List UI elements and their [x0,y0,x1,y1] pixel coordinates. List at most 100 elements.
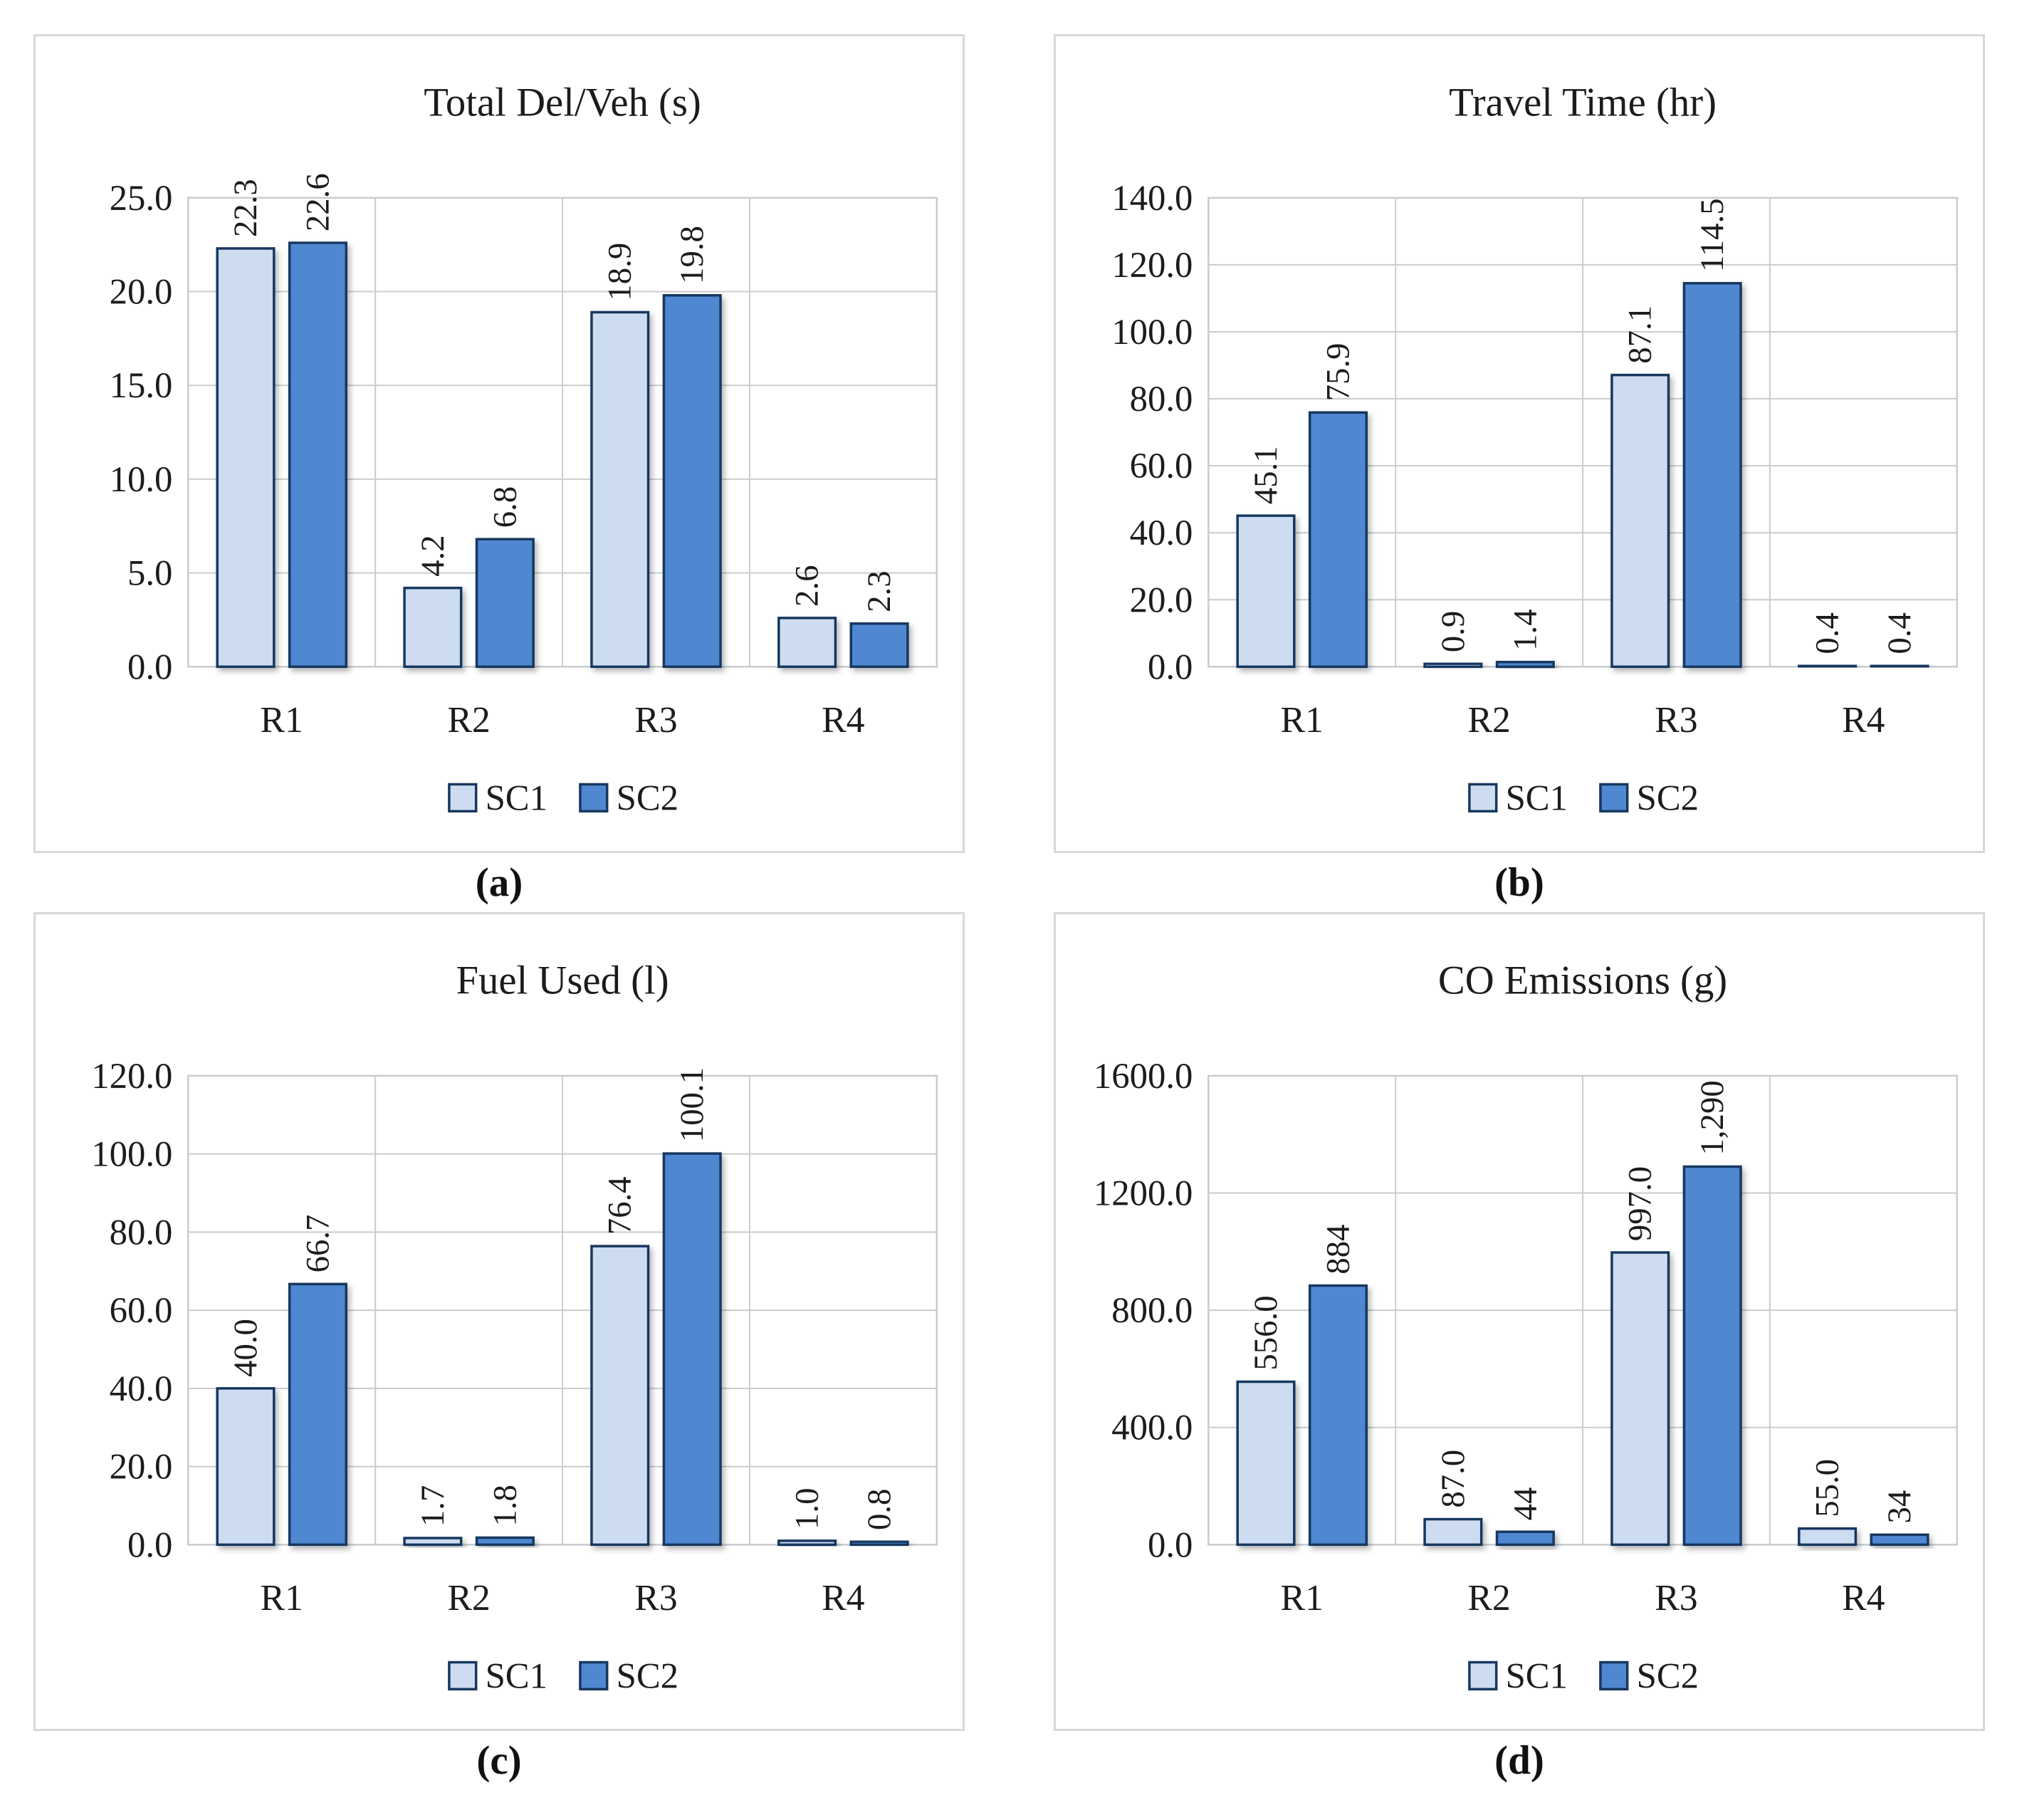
x-tick-label: R3 [634,700,677,741]
bar-SC2-R1 [288,1282,347,1547]
chart-svg-a: Total Del/Veh (s) 0.0 5.0 10.0 15.0 20.0 25.0 2… [110,80,938,817]
y-tick-label: 60.0 [110,1290,173,1330]
y-tick-label: 1200.0 [1094,1173,1193,1213]
legend-swatch-SC2 [579,1661,609,1691]
legend-label-SC2: SC2 [1637,1656,1699,1695]
bar-SC1-R2 [1423,1517,1483,1547]
y-tick-label: 40.0 [1130,513,1193,553]
plot-area [1207,1074,1959,1546]
bar-SC1-R1 [216,247,276,669]
y-tick-label: 100.0 [1111,312,1193,352]
bar-value-label: 884 [1319,1224,1356,1274]
legend-swatch-SC1 [1468,783,1498,813]
legend-label-SC1: SC1 [486,778,548,817]
bar-value-label: 100.1 [674,1067,711,1142]
bar-SC1-R3 [1610,373,1670,669]
y-tick-label: 20.0 [1130,580,1193,619]
chart-panel-d: CO Emissions (g) 0.0 400.0 800.0 1200.0 1600.… [1054,912,1985,1731]
y-tick-label: 80.0 [110,1212,173,1252]
x-tick-label: R3 [1655,1578,1697,1618]
x-tick-label: R2 [447,1578,490,1618]
y-tick-label: 80.0 [1130,379,1193,419]
bar-value-label: 1.8 [486,1485,523,1526]
bar-value-label: 556.0 [1247,1295,1284,1370]
y-tick-label: 25.0 [110,178,173,218]
legend-swatch-SC1 [448,1661,478,1691]
bar-value-label: 1.7 [414,1485,451,1527]
y-tick-label: 15.0 [110,365,173,405]
bar-value-label: 55.0 [1809,1459,1846,1517]
y-tick-label: 20.0 [110,272,173,312]
y-tick-label: 10.0 [110,459,173,499]
figure-grid: Total Del/Veh (s) 0.0 5.0 10.0 15.0 20.0 25.0 2… [33,34,1985,1790]
bar-SC1-R3 [590,310,650,669]
y-tick-label: 40.0 [110,1369,173,1408]
y-tick-label: 120.0 [91,1056,172,1096]
x-tick-label: R2 [447,700,490,741]
panel-caption-a: (a) [475,860,523,905]
chart-title: CO Emissions (g) [1438,958,1727,1003]
x-tick-label: R4 [1842,1578,1885,1618]
bar-value-label: 40.0 [227,1319,264,1377]
bar-value-label: 34 [1881,1490,1918,1524]
y-tick-label: 400.0 [1111,1408,1193,1448]
bar-SC2-R1 [1308,1284,1368,1547]
x-tick-label: R1 [1281,700,1324,741]
legend-label-SC2: SC2 [617,778,679,817]
bar-SC1-R4 [1798,1527,1858,1547]
y-tick-label: 0.0 [1148,1524,1193,1564]
bar-SC1-R2 [403,1537,463,1547]
legend-label-SC1: SC1 [486,1656,548,1695]
bar-value-label: 114.5 [1694,198,1731,271]
bar-SC1-R1 [1236,1380,1296,1547]
y-tick-label: 5.0 [127,553,172,593]
bar-SC1-R3 [590,1245,650,1547]
chart-svg-d: CO Emissions (g) 0.0 400.0 800.0 1200.0 1600.… [1094,958,1959,1695]
figure-panel-c: Fuel Used (l) 0.0 20.0 40.0 60.0 80.0 100.0 120… [33,912,965,1790]
bar-SC2-R3 [662,1152,722,1547]
bar-SC1-R4 [777,617,837,669]
bar-value-label: 6.8 [486,486,523,528]
bar-SC1-R2 [1423,662,1483,669]
bar-value-label: 2.3 [861,570,898,612]
figure-panel-b: Travel Time (hr) 0.0 20.0 40.0 60.0 80.0 100.0… [1054,34,1985,912]
bar-SC2-R1 [288,241,347,669]
bar-value-label: 18.9 [602,243,639,301]
plot-area [187,197,938,668]
legend-label-SC1: SC1 [1506,1656,1568,1695]
bar-SC2-R4 [1870,1533,1929,1547]
panel-caption-c: (c) [476,1738,522,1783]
bar-value-label: 45.1 [1247,446,1284,504]
x-tick-label: R4 [822,700,864,741]
legend-swatch-SC1 [1468,1661,1498,1691]
bar-value-label: 1.4 [1507,609,1544,650]
legend-swatch-SC2 [1599,783,1629,813]
bar-value-label: 1,290 [1694,1080,1731,1155]
bar-SC2-R4 [1870,664,1929,669]
panel-caption-b: (b) [1494,860,1544,905]
x-tick-label: R1 [261,700,303,741]
bar-value-label: 2.6 [789,565,826,607]
bar-SC2-R3 [662,294,722,669]
x-tick-label: R2 [1467,1578,1510,1618]
bar-value-label: 66.7 [299,1215,336,1273]
chart-panel-a: Total Del/Veh (s) 0.0 5.0 10.0 15.0 20.0 25.0 2… [33,34,965,853]
y-tick-label: 0.0 [127,1524,172,1564]
x-tick-label: R3 [1655,700,1697,741]
bar-value-label: 22.6 [299,173,336,231]
y-tick-label: 0.0 [1148,647,1193,686]
chart-panel-b: Travel Time (hr) 0.0 20.0 40.0 60.0 80.0 100.0… [1054,34,1985,853]
chart-title: Fuel Used (l) [456,958,669,1003]
legend-label-SC1: SC1 [1506,778,1568,817]
x-tick-label: R3 [634,1578,677,1618]
bar-value-label: 75.9 [1319,343,1356,402]
bar-value-label: 997.0 [1622,1166,1659,1241]
x-tick-label: R4 [822,1578,864,1618]
x-tick-label: R4 [1842,700,1885,741]
y-tick-label: 20.0 [110,1447,173,1487]
legend-swatch-SC1 [448,783,478,813]
y-tick-label: 60.0 [1130,446,1193,486]
bar-SC1-R4 [777,1539,837,1547]
legend-swatch-SC2 [1599,1661,1629,1691]
